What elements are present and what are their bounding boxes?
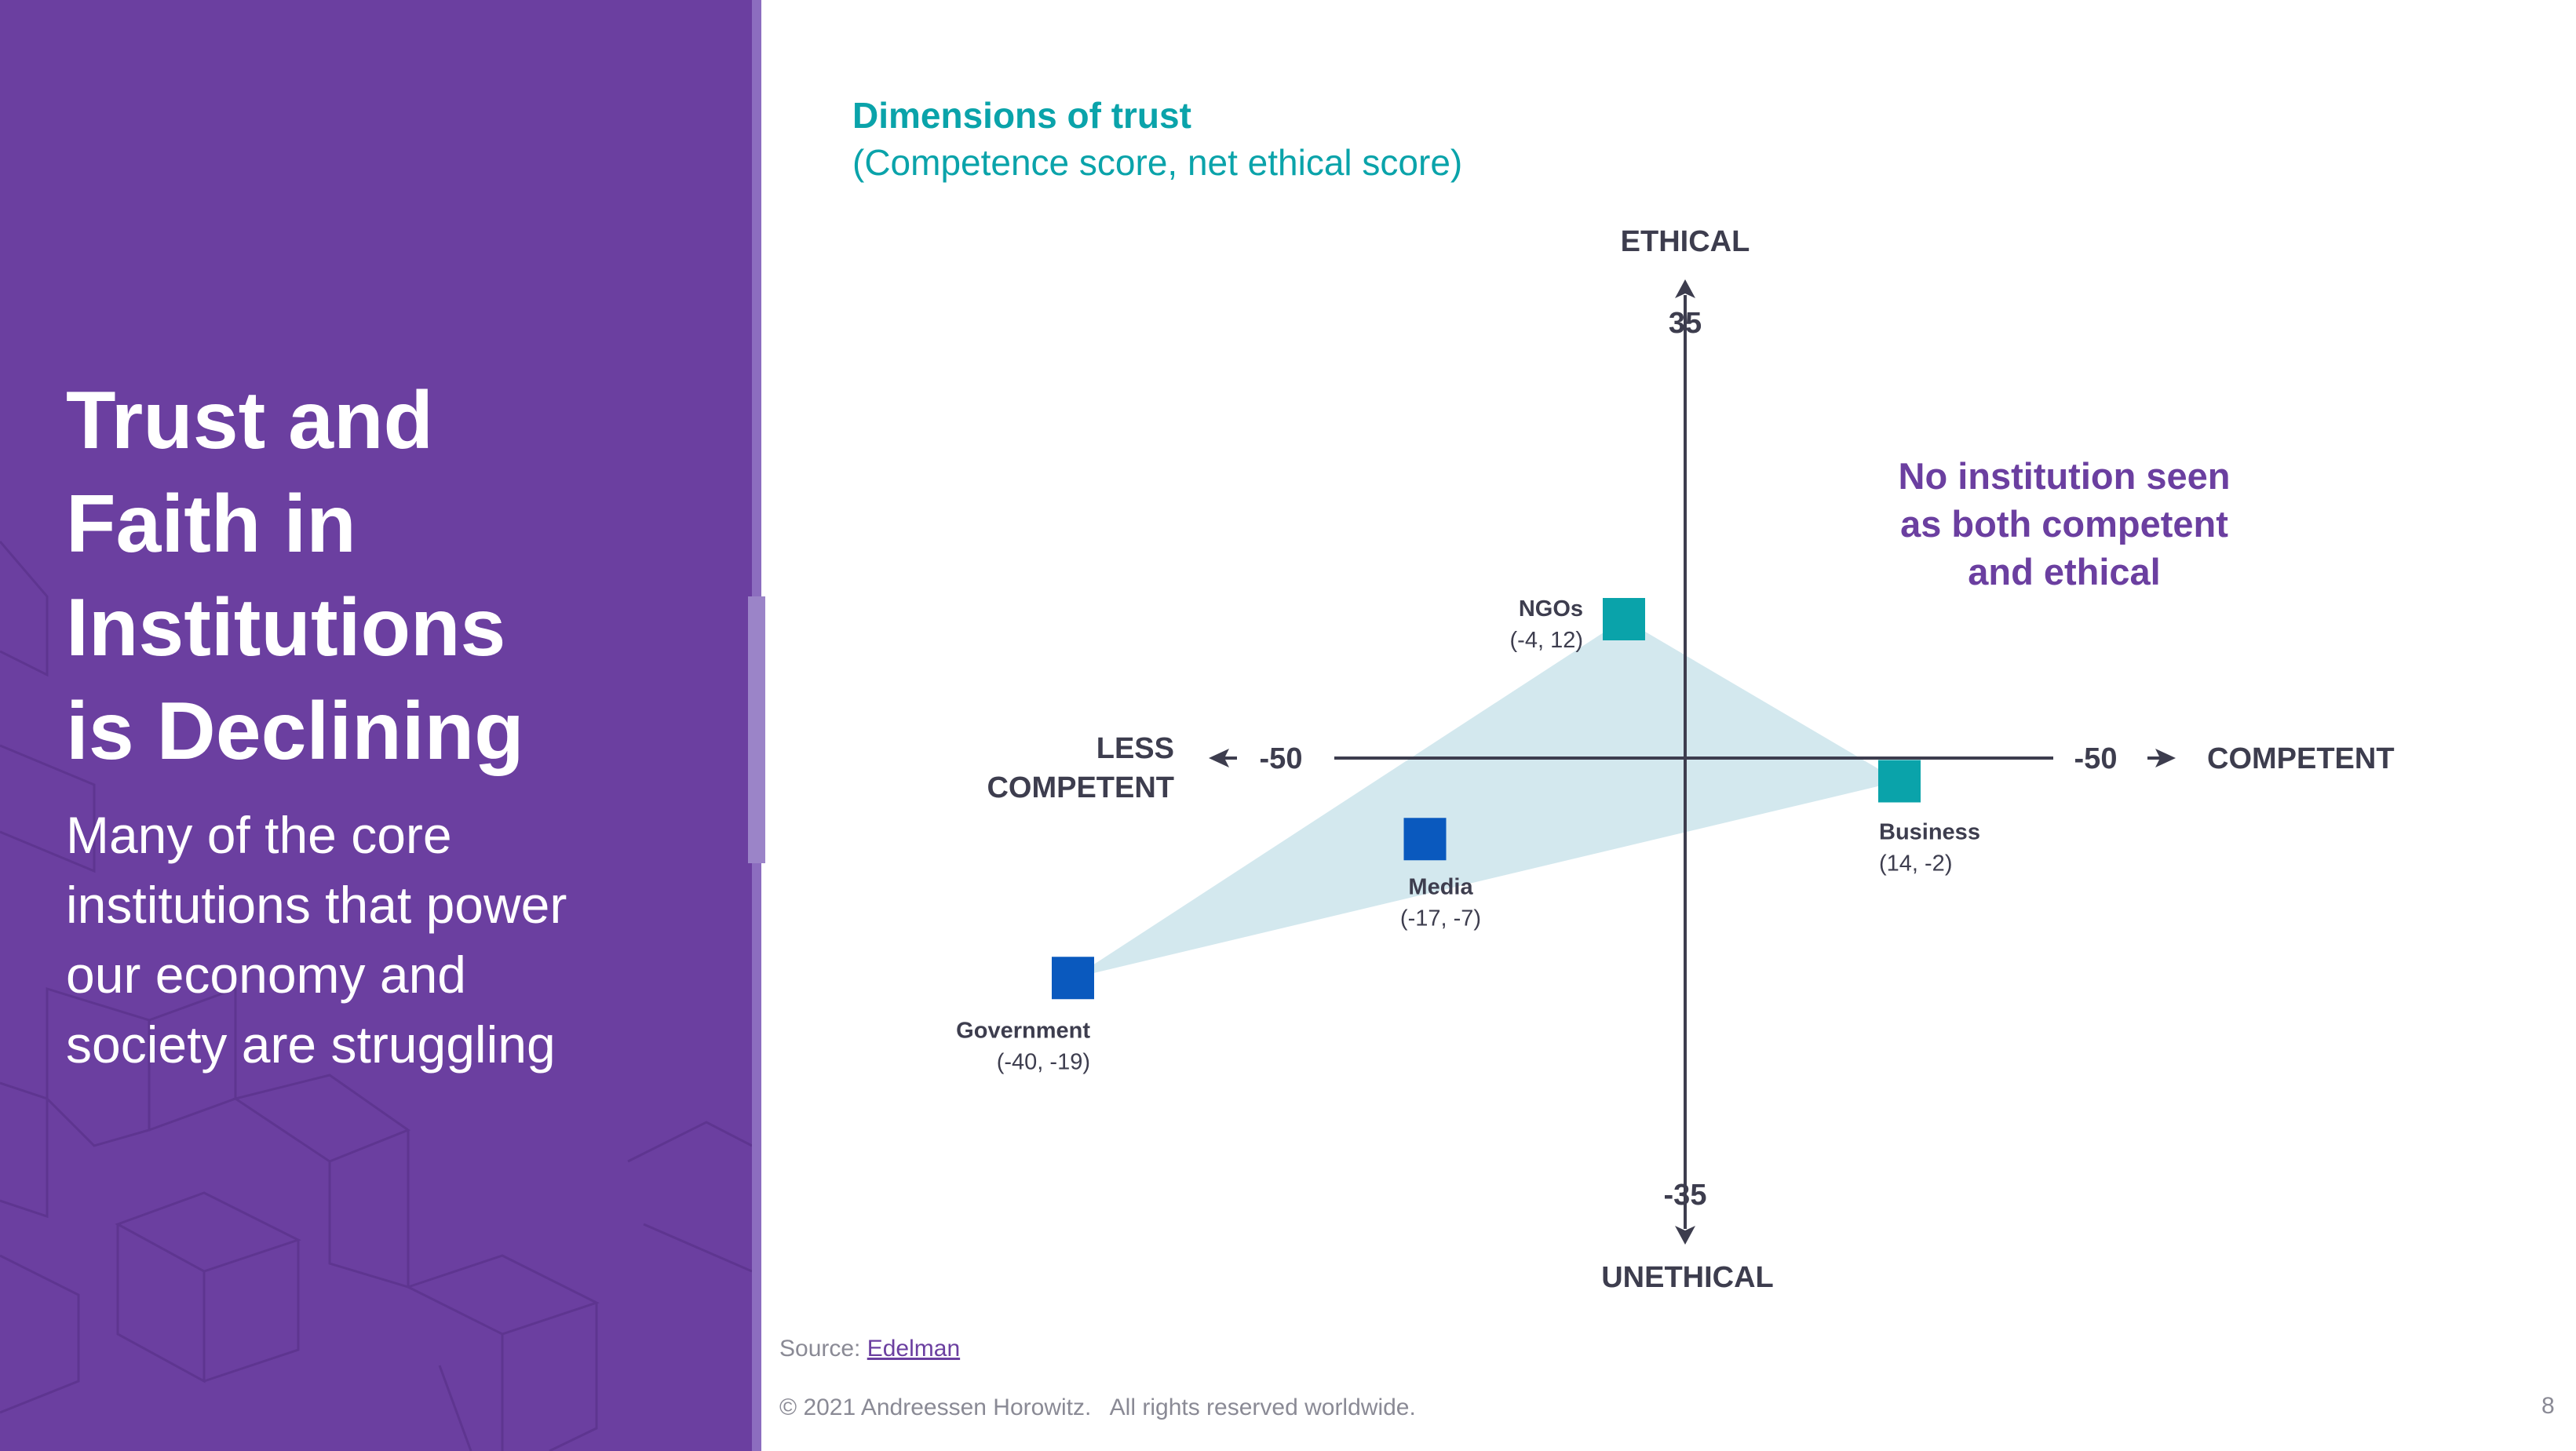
axis-right-label: COMPETENT (2207, 742, 2395, 775)
axis-left-tick: -50 (1260, 742, 1303, 775)
point-value-government: (-40, -19) (997, 1049, 1090, 1074)
point-name-media: Media (1408, 874, 1473, 899)
arrow-down-icon (1675, 1226, 1695, 1245)
axis-top-label: ETHICAL (1621, 225, 1750, 258)
subhead-line: society are struggling (66, 1015, 556, 1074)
chart-title: Dimensions of trust (852, 95, 1191, 136)
subhead-line: our economy and (66, 946, 466, 1004)
axis-bottom-tick: -35 (1664, 1179, 1707, 1212)
callout-line: No institution seen (1898, 455, 2231, 497)
point-marker-government (1052, 957, 1094, 1000)
point-name-government: Government (956, 1018, 1090, 1043)
headline-line: Faith in (66, 479, 356, 570)
slide-subhead: Many of the core institutions that power… (66, 800, 710, 1080)
point-value-media: (-17, -7) (1400, 906, 1481, 931)
arrow-left-icon (1209, 749, 1229, 767)
page-number: 8 (2541, 1393, 2555, 1419)
axis-left-label-line: LESS (1096, 732, 1174, 765)
data-points: NGOs (-4, 12) Business (14, -2) Media (-17, -… (956, 596, 1980, 1074)
headline-line: Institutions (66, 582, 506, 673)
subhead-line: Many of the core (66, 806, 452, 864)
point-marker-business (1878, 760, 1921, 803)
arrow-right-icon (2155, 749, 2176, 767)
copyright-text: © 2021 Andreessen Horowitz. All rights r… (779, 1394, 1416, 1420)
chart-subtitle: (Competence score, net ethical score) (852, 142, 1463, 183)
highlight-triangle (1073, 619, 1899, 979)
point-value-business: (14, -2) (1879, 851, 1952, 877)
headline-line: is Declining (66, 686, 524, 777)
point-name-business: Business (1879, 820, 1980, 845)
source-link[interactable]: Edelman (867, 1336, 961, 1362)
chart-callout: No institution seen as both competent an… (1813, 452, 2315, 596)
point-value-ngos: (-4, 12) (1510, 628, 1583, 653)
source-label: Source: (779, 1336, 861, 1362)
hexagon-pattern-decoration (0, 541, 752, 1451)
point-marker-media (1403, 818, 1447, 861)
point-name-ngos: NGOs (1519, 596, 1583, 622)
callout-line: as both competent (1900, 503, 2228, 545)
axis-top-tick: 35 (1669, 307, 1702, 340)
slide-headline: Trust and Faith in Institutions is Decli… (66, 369, 694, 783)
axis-bottom-label: UNETHICAL (1601, 1261, 1774, 1294)
subhead-line: institutions that power (66, 876, 567, 934)
headline-line: Trust and (66, 375, 434, 466)
source-note: Source: Edelman (779, 1336, 960, 1362)
axis-left-label-line: COMPETENT (987, 771, 1174, 804)
arrow-up-icon (1675, 279, 1695, 298)
callout-line: and ethical (1968, 551, 2161, 592)
panel-divider-tab (748, 596, 765, 863)
left-panel: Trust and Faith in Institutions is Decli… (0, 0, 752, 1451)
point-marker-ngos (1603, 598, 1645, 640)
axis-right-tick: -50 (2074, 742, 2118, 775)
